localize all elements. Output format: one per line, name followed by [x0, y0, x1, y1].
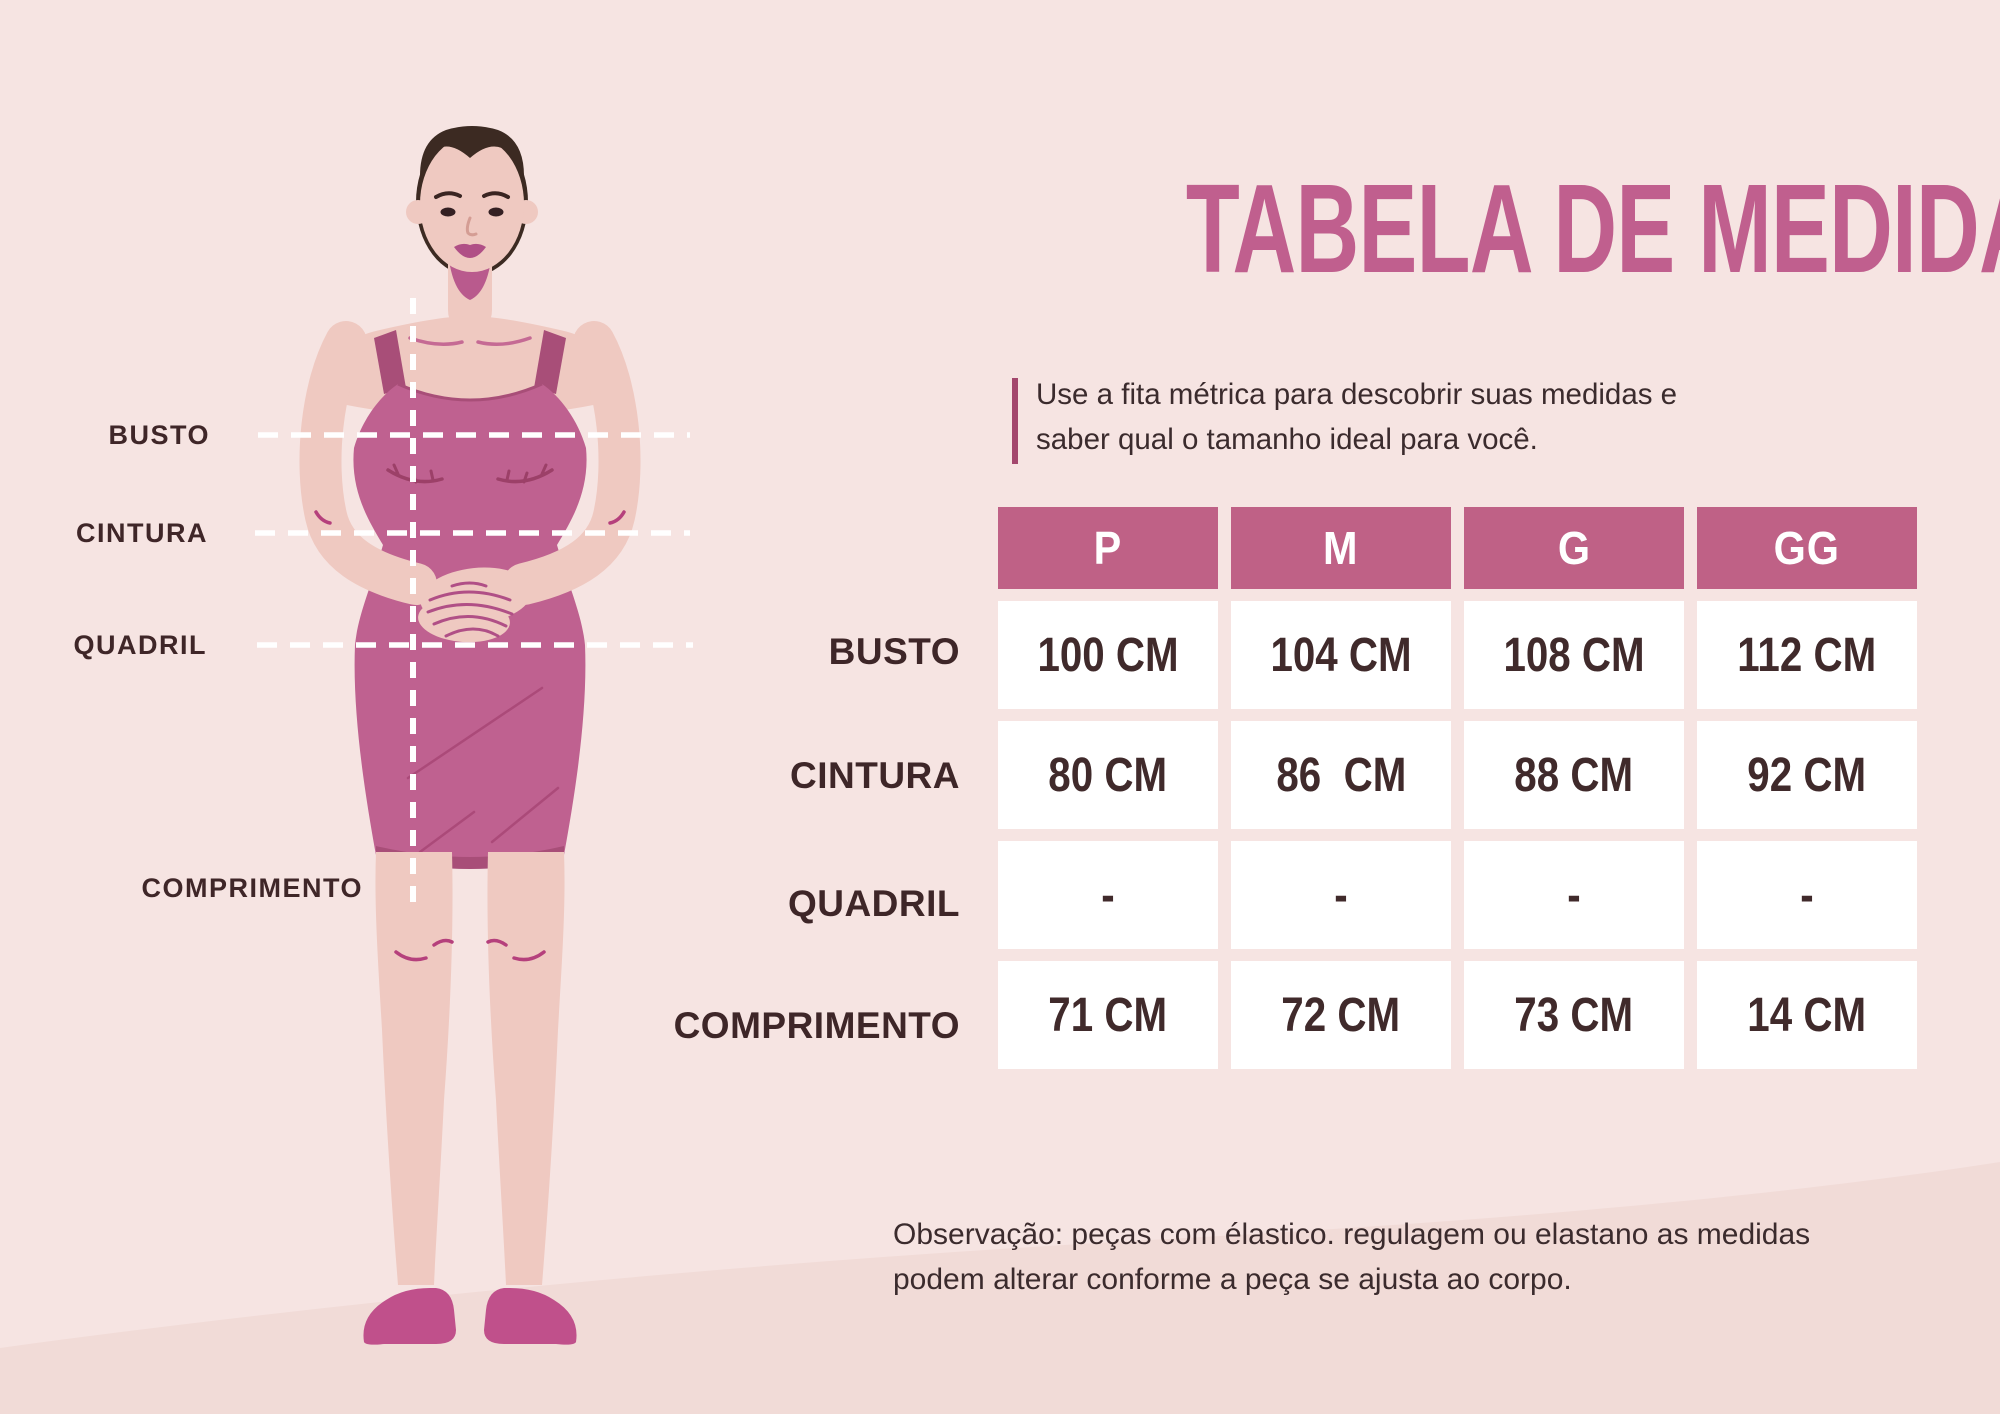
hair — [416, 128, 528, 276]
size-header-g: G — [1464, 507, 1684, 589]
lips — [454, 243, 486, 258]
arm-right — [503, 321, 641, 605]
size-header-m: M — [1231, 507, 1451, 589]
dress-strap-left — [374, 330, 406, 394]
cell-length-m: 72 CM — [1231, 961, 1451, 1069]
figure-label-bust: BUSTO — [108, 420, 210, 450]
bust-seam-right — [496, 468, 554, 484]
page-title: TABELA DE MEDIDAS — [1185, 158, 2000, 299]
figure-label-hip: QUADRIL — [73, 630, 207, 660]
eye-left — [440, 207, 456, 217]
arm-left — [299, 321, 437, 605]
cell-waist-g: 88 CM — [1464, 721, 1684, 829]
collarbone-right — [476, 336, 532, 346]
cell-waist-p: 80 CM — [998, 721, 1218, 829]
leg-left — [375, 852, 453, 1285]
eye-right — [488, 207, 504, 217]
leg-right — [487, 852, 565, 1285]
cell-length-g: 73 CM — [1464, 961, 1684, 1069]
ear-right — [514, 200, 538, 224]
figure-label-waist: CINTURA — [76, 518, 208, 548]
cell-waist-gg: 92 CM — [1697, 721, 1917, 829]
cell-bust-m: 104 CM — [1231, 601, 1451, 709]
finger-lines — [426, 581, 514, 638]
shoe-right — [484, 1288, 577, 1345]
elbow-marks — [314, 510, 626, 525]
cell-length-p: 71 CM — [998, 961, 1218, 1069]
ear-left — [406, 200, 430, 224]
size-table: P M G GG 100 CM 104 CM 108 CM 112 CM 80 … — [998, 507, 1917, 1069]
eyebrow-left — [434, 191, 462, 199]
cell-waist-m: 86 CM — [1231, 721, 1451, 829]
observation-note: Observação: peças com élastico. regulage… — [893, 1218, 1811, 1296]
hem-band — [376, 846, 564, 869]
page-title-wrap: TABELA DE MEDIDAS — [990, 164, 2000, 294]
collarbone-left — [408, 336, 464, 346]
face — [420, 136, 524, 272]
table-row-label-bust: BUSTO — [828, 631, 960, 672]
hand-upper — [420, 567, 532, 625]
dress-strap-right — [534, 330, 566, 394]
nose — [465, 216, 478, 237]
cell-length-gg: 14 CM — [1697, 961, 1917, 1069]
shoe-left — [363, 1288, 456, 1345]
hand-lower — [418, 597, 510, 643]
knee-marks — [394, 938, 546, 962]
size-header-p: P — [998, 507, 1218, 589]
figure-label-length: COMPRIMENTO — [141, 873, 363, 903]
skirt-folds — [406, 686, 560, 854]
table-row-label-waist: CINTURA — [790, 755, 960, 796]
neck — [448, 240, 492, 332]
hairline — [420, 126, 524, 176]
cell-bust-g: 108 CM — [1464, 601, 1684, 709]
cell-bust-p: 100 CM — [998, 601, 1218, 709]
cell-hip-g: - — [1464, 841, 1684, 949]
bust-seam-left — [386, 468, 444, 484]
intro-text: Use a fita métrica para descobrir suas m… — [1036, 378, 1678, 456]
neck-shadow — [448, 252, 492, 300]
measurement-guides — [255, 298, 693, 905]
table-row-label-length: COMPRIMENTO — [673, 1005, 960, 1046]
intro-accent-bar — [1012, 378, 1018, 464]
bust-seam-ticks — [392, 463, 548, 484]
woman-figure — [299, 126, 641, 1345]
eyebrow-right — [482, 191, 510, 199]
table-row-label-hip: QUADRIL — [787, 883, 960, 924]
neckline-seam — [397, 382, 543, 402]
cell-hip-gg: - — [1697, 841, 1917, 949]
cell-bust-gg: 112 CM — [1697, 601, 1917, 709]
cell-hip-m: - — [1231, 841, 1451, 949]
size-header-gg: GG — [1697, 507, 1917, 589]
chest — [332, 316, 608, 417]
cell-hip-p: - — [998, 841, 1218, 949]
dress — [353, 384, 587, 866]
